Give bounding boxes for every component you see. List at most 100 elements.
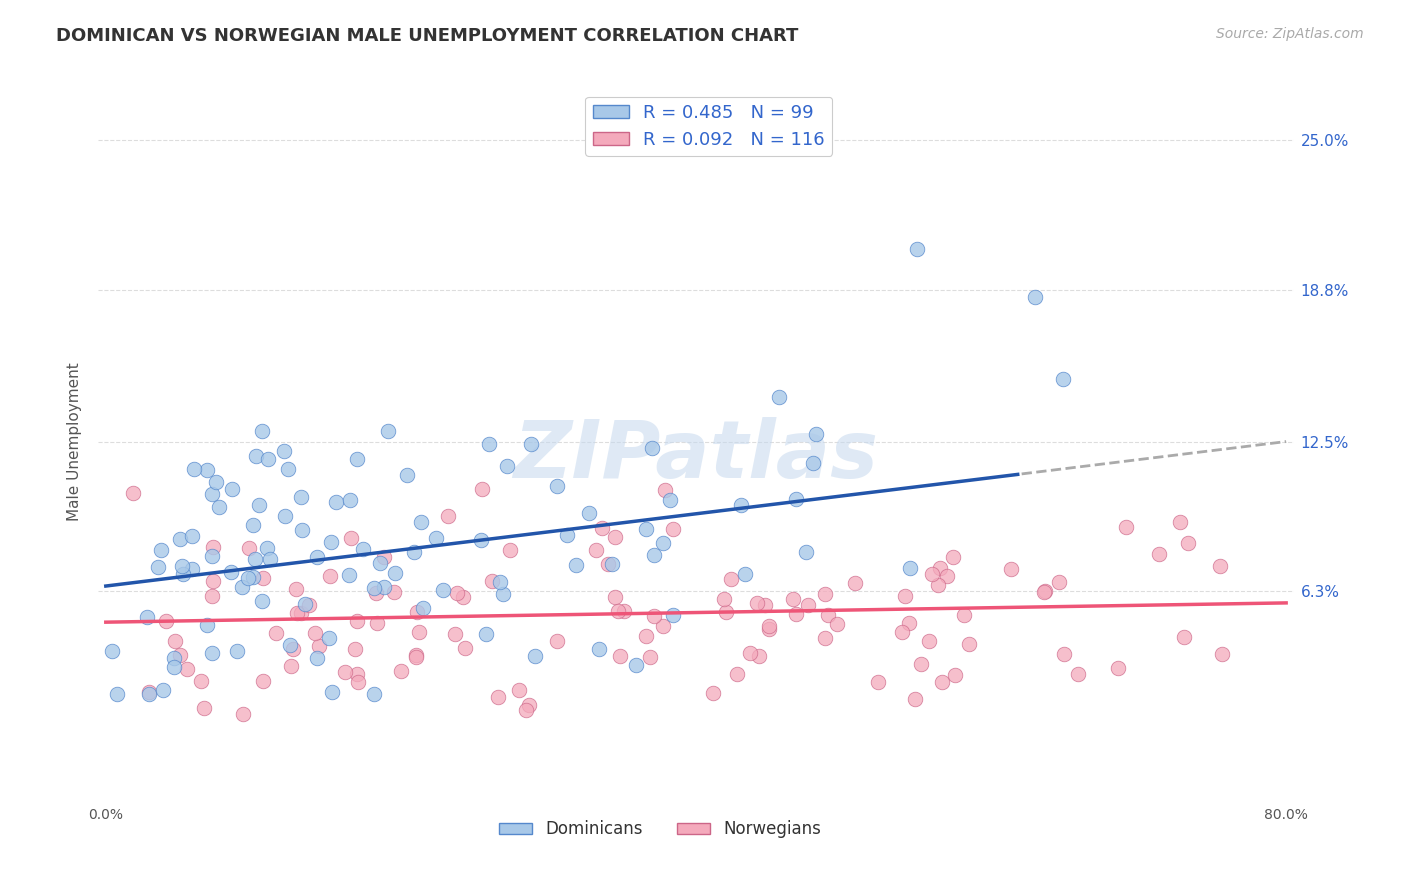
Point [905, 242, 928, 256]
Point [238, 541, 260, 555]
Point [368, 556, 391, 570]
Point [231, 581, 253, 595]
Point [1173, 630, 1195, 644]
Point [437, 508, 460, 523]
Point [634, 629, 657, 643]
Point [273, 508, 295, 523]
Point [555, 528, 578, 542]
Point [652, 536, 675, 550]
Point [352, 542, 374, 557]
Point [425, 531, 447, 545]
Point [205, 475, 228, 490]
Point [785, 607, 807, 622]
Point [169, 532, 191, 546]
Point [814, 631, 837, 645]
Point [935, 569, 957, 583]
Point [702, 686, 724, 700]
Point [1147, 547, 1170, 561]
Point [245, 449, 267, 463]
Point [221, 482, 243, 496]
Point [242, 570, 264, 584]
Point [659, 493, 682, 508]
Point [1115, 520, 1137, 534]
Point [238, 571, 260, 585]
Point [219, 566, 242, 580]
Point [406, 605, 429, 619]
Point [325, 494, 347, 508]
Point [591, 521, 613, 535]
Point [589, 121, 612, 136]
Point [202, 540, 225, 554]
Point [252, 674, 274, 689]
Point [266, 625, 288, 640]
Point [340, 531, 363, 545]
Text: Source: ZipAtlas.com: Source: ZipAtlas.com [1216, 27, 1364, 41]
Point [921, 567, 943, 582]
Point [1211, 647, 1233, 661]
Point [298, 598, 321, 612]
Point [662, 608, 685, 623]
Point [643, 608, 665, 623]
Point [565, 558, 588, 573]
Point [252, 571, 274, 585]
Point [201, 589, 224, 603]
Point [402, 545, 425, 559]
Point [373, 580, 395, 594]
Point [910, 657, 932, 671]
Point [588, 641, 610, 656]
Point [943, 668, 966, 682]
Point [801, 456, 824, 470]
Point [281, 642, 304, 657]
Point [382, 585, 405, 599]
Point [444, 627, 467, 641]
Point [408, 625, 430, 640]
Point [1209, 559, 1232, 574]
Point [898, 561, 921, 575]
Point [734, 567, 756, 582]
Point [290, 606, 312, 620]
Point [713, 592, 735, 607]
Point [337, 567, 360, 582]
Point [603, 530, 626, 544]
Point [135, 610, 157, 624]
Point [319, 569, 342, 583]
Point [546, 479, 568, 493]
Point [585, 542, 607, 557]
Point [652, 619, 675, 633]
Point [1000, 562, 1022, 576]
Point [748, 649, 770, 664]
Point [609, 649, 631, 664]
Point [243, 552, 266, 566]
Point [720, 572, 742, 586]
Point [481, 574, 503, 588]
Point [280, 659, 302, 673]
Point [150, 543, 173, 558]
Point [232, 706, 254, 721]
Point [277, 462, 299, 476]
Point [294, 597, 316, 611]
Text: DOMINICAN VS NORWEGIAN MALE UNEMPLOYMENT CORRELATION CHART: DOMINICAN VS NORWEGIAN MALE UNEMPLOYMENT… [56, 27, 799, 45]
Point [758, 623, 780, 637]
Text: ZIPatlas: ZIPatlas [513, 417, 879, 495]
Point [446, 586, 468, 600]
Point [226, 643, 249, 657]
Point [190, 673, 212, 688]
Y-axis label: Male Unemployment: Male Unemployment [67, 362, 83, 521]
Point [524, 648, 547, 663]
Point [1168, 515, 1191, 529]
Point [346, 452, 368, 467]
Point [201, 647, 224, 661]
Point [942, 550, 965, 565]
Point [806, 427, 828, 442]
Point [640, 441, 662, 455]
Point [451, 591, 474, 605]
Point [546, 633, 568, 648]
Point [817, 608, 839, 623]
Point [285, 582, 308, 596]
Point [242, 518, 264, 533]
Point [250, 424, 273, 438]
Point [169, 648, 191, 662]
Point [1053, 647, 1076, 661]
Point [409, 515, 432, 529]
Point [897, 615, 920, 630]
